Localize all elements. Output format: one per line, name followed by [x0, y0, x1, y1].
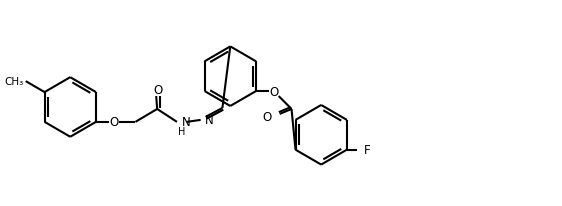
Text: N: N — [205, 114, 214, 127]
Text: H: H — [178, 126, 185, 136]
Text: CH₃: CH₃ — [4, 77, 24, 87]
Text: O: O — [153, 83, 163, 96]
Text: F: F — [364, 144, 370, 156]
Text: O: O — [109, 116, 119, 129]
Text: O: O — [262, 111, 272, 124]
Text: O: O — [269, 85, 278, 98]
Text: N: N — [182, 116, 191, 129]
